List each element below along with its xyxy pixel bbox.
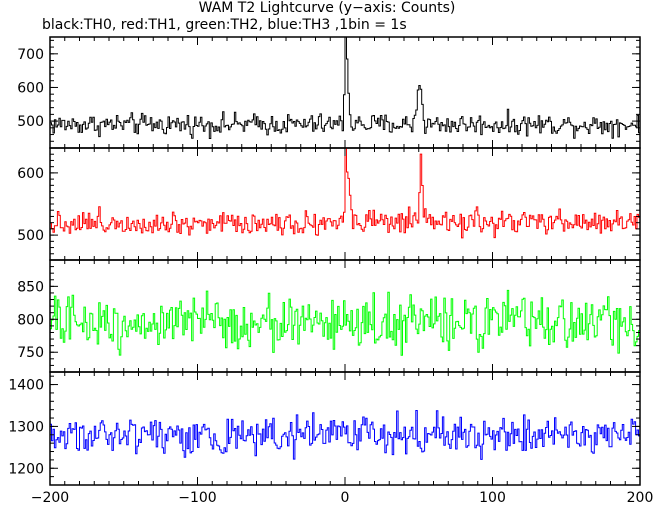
series-th2 [50,289,640,356]
y-tick-label: 850 [17,279,44,295]
y-tick-label: 500 [17,114,44,130]
y-tick-label: 1400 [8,378,44,394]
y-tick-label: 800 [17,312,44,328]
chart-title: WAM T2 Lightcurve (y−axis: Counts) [198,0,456,16]
y-tick-label: 1300 [8,419,44,435]
y-tick-label: 600 [17,80,44,96]
series-th1 [50,148,640,239]
x-tick-label: −200 [31,490,69,505]
y-tick-label: 500 [17,228,44,244]
x-tick-label: 100 [479,490,506,505]
series-th3 [50,410,640,460]
y-tick-label: 750 [17,345,44,361]
chart-subtitle: black:TH0, red:TH1, green:TH2, blue:TH3 … [42,17,407,33]
y-tick-label: 600 [17,166,44,182]
series-th0 [50,37,640,139]
y-tick-label: 1200 [8,461,44,477]
y-tick-label: 700 [17,47,44,63]
x-tick-label: 200 [627,490,654,505]
x-tick-label: −100 [178,490,216,505]
x-tick-label: 0 [341,490,350,505]
